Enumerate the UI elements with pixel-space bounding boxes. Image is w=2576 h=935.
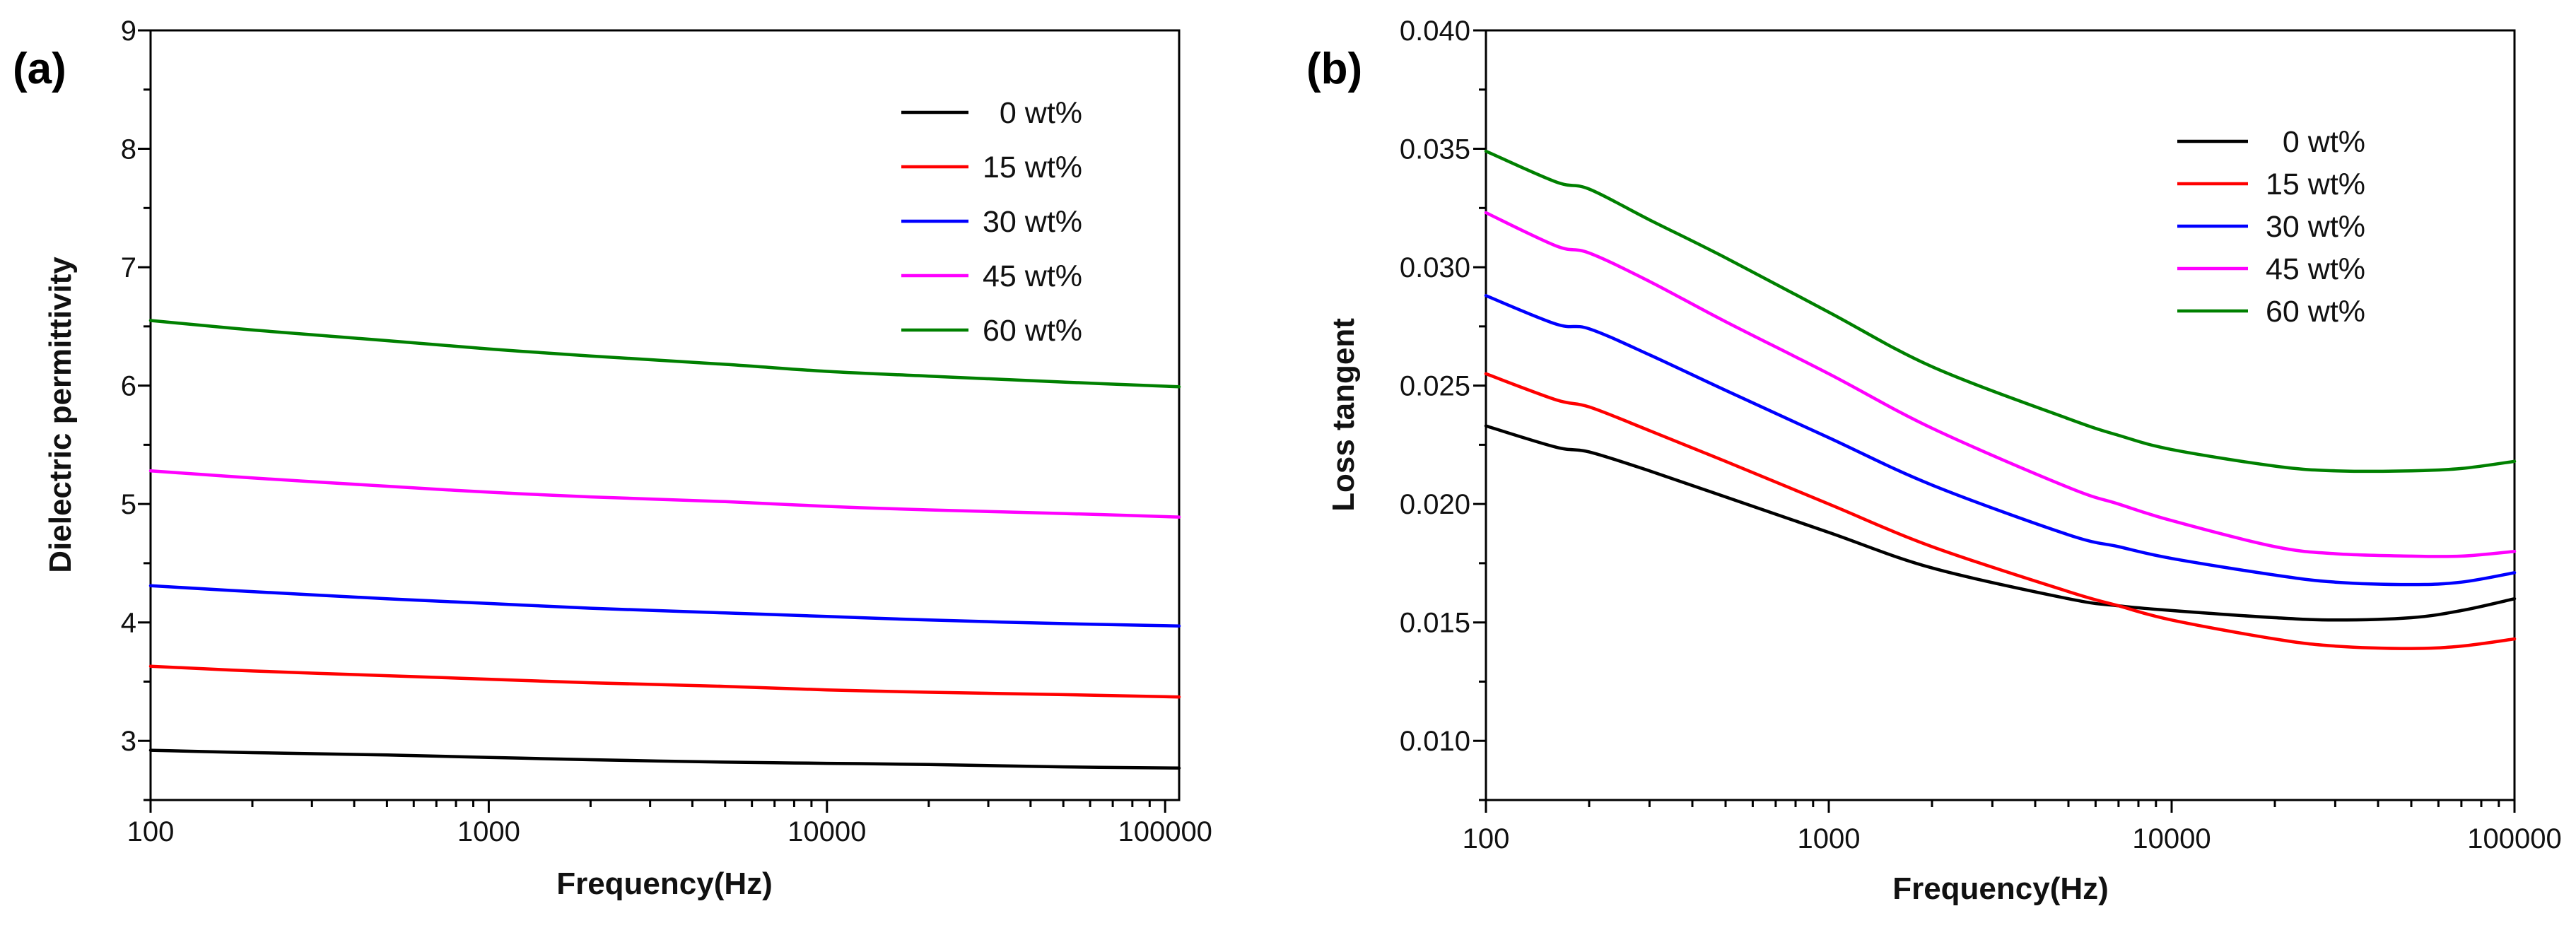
panel-a-legend: 0 wt% 15 wt% 30 wt% 45 wt% 60 wt% [901, 96, 1082, 348]
series-line-60-wt [148, 319, 1181, 389]
y-tick-label: 3 [121, 726, 136, 757]
series-line-45-wt [1484, 211, 2517, 558]
y-tick-label: 7 [121, 252, 136, 283]
legend-label: 0 wt% [2266, 125, 2365, 159]
y-tick-label: 6 [121, 371, 136, 402]
x-tick-label: 1000 [1798, 823, 1861, 854]
panel-a-chart: (a) 100 1000 10000 100000 3 4 5 6 7 8 9 0 wt% 15 w… [13, 16, 1212, 901]
series-line-0-wt [1484, 424, 2517, 622]
legend-label: 60 wt% [2266, 295, 2365, 329]
series-line-15-wt [148, 664, 1181, 699]
y-tick-label: 0.035 [1400, 134, 1470, 165]
series-line-45-wt [148, 469, 1181, 519]
series-line-0-wt [148, 748, 1181, 770]
legend-label: 15 wt% [2266, 167, 2365, 201]
series-line-15-wt [1484, 372, 2517, 650]
panel-b-series [1484, 149, 2517, 650]
series-line-30-wt [1484, 294, 2517, 587]
panel-a-plot-frame [149, 29, 1181, 801]
y-tick-label: 0.015 [1400, 608, 1470, 639]
y-tick-label: 9 [121, 16, 136, 47]
panel-b-plot-frame [1485, 29, 2516, 801]
panel-a-x-axis-title: Frequency(Hz) [556, 866, 773, 901]
legend-label: 30 wt% [2266, 210, 2365, 244]
panel-b-x-ticks: 100 1000 10000 100000 [1463, 800, 2562, 854]
legend-label: 45 wt% [983, 259, 1082, 293]
y-tick-label: 0.025 [1400, 371, 1470, 402]
x-tick-label: 10000 [788, 816, 866, 847]
x-tick-label: 100000 [2467, 823, 2561, 854]
panel-b-chart: (b) 100 1000 10000 100000 0.0100.0150.0200.… [1306, 16, 2562, 906]
y-tick-label: 4 [121, 608, 136, 639]
panel-b-y-axis-title: Loss tangent [1326, 318, 1361, 512]
x-tick-label: 1000 [457, 816, 520, 847]
panel-a-series [148, 319, 1181, 770]
legend-label: 60 wt% [983, 314, 1082, 348]
panel-a-x-ticks: 100 1000 10000 100000 [127, 800, 1212, 847]
x-tick-label: 100 [1463, 823, 1510, 854]
x-tick-label: 100 [127, 816, 175, 847]
legend-label: 0 wt% [983, 96, 1082, 130]
y-tick-label: 8 [121, 134, 136, 165]
panel-b-y-ticks: 0.010 0.015 0.020 0.025 0.030 0.035 0.040 [1400, 16, 1486, 801]
series-line-60-wt [1484, 149, 2517, 474]
panel-a-label: (a) [13, 45, 66, 93]
panel-a-y-axis-title: Dielectric permittivity [43, 257, 78, 573]
y-tick-label: 0.030 [1400, 252, 1470, 283]
legend-label: 45 wt% [2266, 252, 2365, 286]
x-tick-label: 100000 [1118, 816, 1212, 847]
panel-b-legend: 0 wt% 15 wt% 30 wt% 45 wt% 60 wt% [2177, 125, 2365, 329]
y-tick-label: 0.040 [1400, 16, 1470, 47]
legend-label: 15 wt% [983, 151, 1082, 184]
y-tick-label: 5 [121, 489, 136, 520]
panel-a-y-ticks: 3 4 5 6 7 8 9 [121, 16, 151, 801]
legend-label: 30 wt% [983, 205, 1082, 239]
panel-b-x-axis-title: Frequency(Hz) [1892, 871, 2109, 906]
y-tick-label: 0.020 [1400, 489, 1470, 520]
x-tick-label: 10000 [2132, 823, 2211, 854]
y-tick-label: 0.010 [1400, 726, 1470, 757]
panel-b-label: (b) [1306, 45, 1362, 93]
series-line-30-wt [148, 584, 1181, 628]
